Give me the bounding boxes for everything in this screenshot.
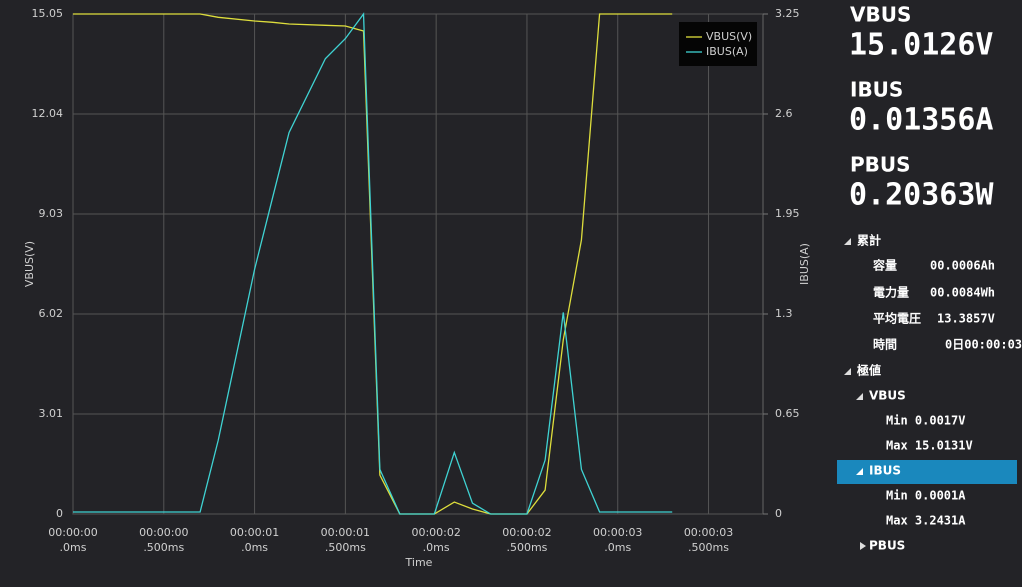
x-tick-label: 00:00:03 [684, 526, 733, 539]
tree-value: 00.0084Wh [930, 286, 995, 300]
y-tick-label: 15.05 [32, 7, 64, 20]
x-tick-label: 00:00:00 [48, 526, 97, 539]
tree-value: 0日00:00:03 [945, 338, 1022, 352]
y-tick-label: 3.01 [39, 407, 64, 420]
tree-leaf: Max 3.2431A [886, 514, 966, 528]
reading-label: VBUS [850, 3, 911, 27]
tree-key: 平均電圧 [873, 311, 921, 326]
legend: VBUS(V) IBUS(A) [679, 22, 757, 66]
reading-label: PBUS [850, 153, 911, 177]
tree-node[interactable]: PBUS [869, 539, 905, 553]
x-tick-label: .500ms [688, 541, 729, 554]
tree-node[interactable]: VBUS [869, 389, 906, 403]
legend-label: VBUS(V) [706, 30, 752, 43]
y2-tick-label: 2.6 [775, 107, 793, 120]
tree-node[interactable]: IBUS [869, 464, 901, 478]
tree-leaf: Min 0.0017V [886, 414, 965, 428]
y-tick-label: 12.04 [32, 107, 64, 120]
y2-tick-label: 1.95 [775, 207, 800, 220]
tree-group[interactable]: 極値 [857, 363, 881, 378]
y-tick-label: 6.02 [39, 307, 64, 320]
reading-value: 0.01356A [849, 103, 994, 138]
tree-key: 時間 [873, 337, 897, 352]
y-tick-label: 9.03 [39, 207, 64, 220]
reading-value: 15.0126V [849, 28, 994, 63]
expand-icon[interactable] [844, 238, 851, 245]
legend-box [679, 22, 757, 66]
expand-icon[interactable] [844, 368, 851, 375]
legend-label: IBUS(A) [706, 45, 748, 58]
tree-value: 13.3857V [937, 312, 995, 326]
y2-tick-label: 3.25 [775, 7, 800, 20]
y2-tick-label: 0 [775, 507, 782, 520]
expand-icon[interactable] [856, 468, 863, 475]
reading-label: IBUS [850, 78, 903, 102]
y2-axis-title: IBUS(A) [798, 243, 811, 285]
x-tick-label: 00:00:02 [502, 526, 551, 539]
reading-value: 0.20363W [849, 178, 994, 213]
y2-tick-label: 1.3 [775, 307, 793, 320]
selection-highlight [837, 460, 1017, 484]
y-axis-title: VBUS(V) [23, 241, 36, 287]
x-tick-label: .0ms [423, 541, 450, 554]
x-tick-label: .0ms [241, 541, 268, 554]
expand-icon[interactable] [856, 393, 863, 400]
x-tick-label: 00:00:01 [230, 526, 279, 539]
x-tick-label: .0ms [604, 541, 631, 554]
x-tick-label: 00:00:01 [321, 526, 370, 539]
x-tick-label: 00:00:00 [139, 526, 188, 539]
tree-group[interactable]: 累計 [857, 233, 881, 248]
collapse-icon[interactable] [860, 542, 866, 550]
tree-leaf: Min 0.0001A [886, 489, 966, 503]
y-tick-label: 0 [56, 507, 63, 520]
tree-key: 電力量 [873, 285, 909, 300]
tree-leaf: Max 15.0131V [886, 439, 973, 453]
x-tick-label: 00:00:03 [593, 526, 642, 539]
x-tick-label: .500ms [506, 541, 547, 554]
x-tick-label: .500ms [325, 541, 366, 554]
x-tick-label: .0ms [60, 541, 87, 554]
tree-key: 容量 [872, 258, 897, 273]
x-tick-label: 00:00:02 [411, 526, 460, 539]
y2-tick-label: 0.65 [775, 407, 800, 420]
series-line [73, 12, 673, 515]
x-axis-title: Time [405, 556, 433, 569]
tree-value: 00.0006Ah [930, 259, 995, 273]
x-tick-label: .500ms [143, 541, 184, 554]
